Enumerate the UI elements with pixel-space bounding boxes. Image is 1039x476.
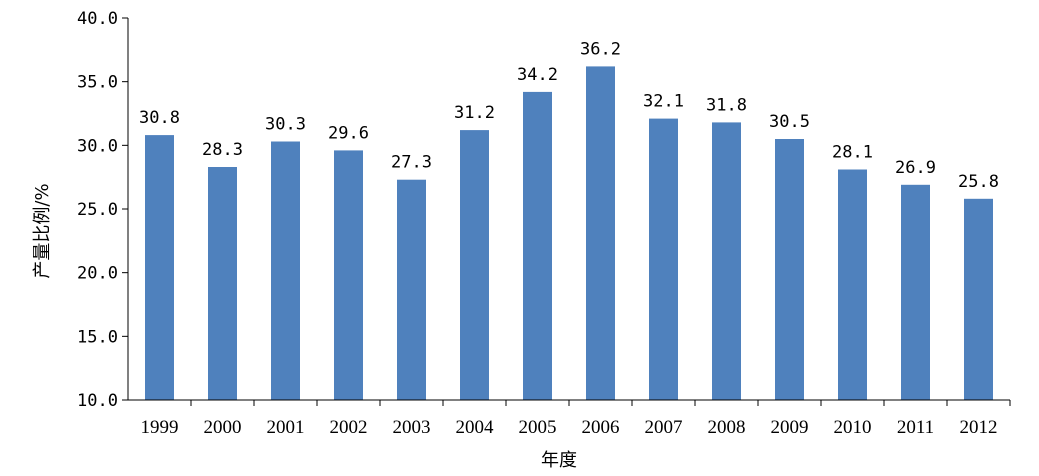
x-tick-label-2005: 2005: [519, 417, 557, 438]
bar-2007: [649, 118, 678, 400]
data-label-2004: 31.2: [454, 103, 495, 123]
x-tick-label-2000: 2000: [204, 417, 242, 438]
y-tick-label: 10.0: [77, 391, 118, 411]
bar-2000: [208, 167, 237, 400]
y-tick-label: 25.0: [77, 200, 118, 220]
data-label-2008: 31.8: [706, 95, 747, 115]
y-tick-label: 20.0: [77, 264, 118, 284]
data-label-2010: 28.1: [832, 143, 873, 163]
bar-1999: [145, 135, 174, 400]
x-tick-label-2012: 2012: [960, 417, 998, 438]
x-tick-label-1999: 1999: [141, 417, 179, 438]
data-label-2009: 30.5: [769, 112, 810, 132]
data-label-2002: 29.6: [328, 123, 369, 143]
x-tick-label-2002: 2002: [330, 417, 368, 438]
bar-2001: [271, 141, 300, 400]
x-tick-label-2004: 2004: [456, 417, 495, 438]
x-tick-label-2010: 2010: [834, 417, 872, 438]
axes-group: 10.0 15.0 20.0 25.0 30.0 35.0 40.0 1999 2000 2001…: [77, 9, 1011, 438]
bar-2012: [964, 198, 993, 400]
bar-2006: [586, 66, 615, 401]
y-axis-title: 产量比例/%: [32, 183, 53, 278]
x-tick-label-2001: 2001: [267, 417, 305, 438]
data-label-2007: 32.1: [643, 92, 684, 112]
data-label-2000: 28.3: [202, 140, 243, 160]
data-label-2006: 36.2: [580, 39, 621, 59]
x-tick-label-2006: 2006: [582, 417, 620, 438]
y-tick-label: 15.0: [77, 327, 118, 347]
y-tick-label: 35.0: [77, 73, 118, 93]
bar-2009: [775, 139, 804, 400]
y-tick-label: 30.0: [77, 136, 118, 156]
bar-2010: [838, 169, 867, 400]
bar-2005: [523, 91, 552, 401]
x-tick-label-2009: 2009: [771, 417, 809, 438]
x-axis-title: 年度: [541, 450, 577, 471]
data-label-2003: 27.3: [391, 153, 432, 173]
y-tick-label: 40.0: [77, 9, 118, 29]
bar-2008: [712, 122, 741, 401]
bar-2011: [901, 184, 930, 400]
data-label-2001: 30.3: [265, 115, 306, 135]
data-label-2011: 26.9: [895, 158, 936, 178]
x-tick-label-2008: 2008: [708, 417, 746, 438]
x-tick-label-2003: 2003: [393, 417, 431, 438]
data-label-1999: 30.8: [139, 108, 180, 128]
bar-2003: [397, 179, 426, 400]
bar-2002: [334, 150, 363, 400]
data-label-2005: 34.2: [517, 65, 558, 85]
x-tick-label-2011: 2011: [897, 417, 934, 438]
bar-2004: [460, 130, 489, 400]
bars-group: [145, 66, 993, 401]
x-tick-label-2007: 2007: [645, 417, 683, 438]
data-label-2012: 25.8: [958, 172, 999, 192]
data-labels-group: 30.8 28.3 30.3 29.6 27.3 31.2 34.2 36.2 32.1 31.8…: [139, 39, 999, 191]
